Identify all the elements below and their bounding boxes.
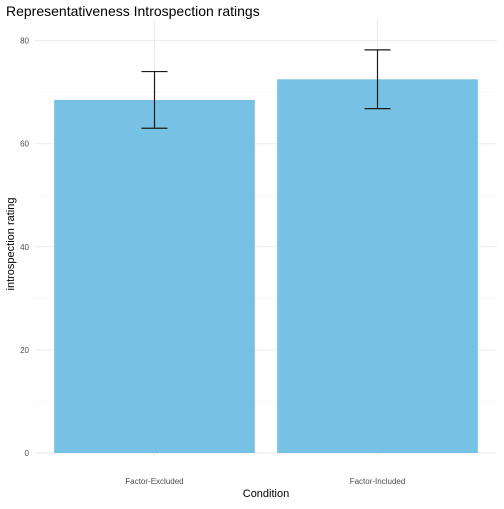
y-tick-label: 40 [20,243,29,252]
y-tick-label: 80 [20,37,29,46]
x-axis-title: Condition [243,488,289,500]
bars [54,79,478,454]
x-axis: Factor-Excluded Factor-Included [125,477,405,486]
x-tick-label: Factor-Included [350,477,406,486]
bar-factor-included [277,79,478,454]
y-axis: 0 20 40 60 80 [20,37,29,458]
chart-title: Representativeness Introspection ratings [6,3,260,19]
y-tick-label: 20 [20,346,29,355]
y-tick-label: 60 [20,140,29,149]
y-axis-title: introspection rating [5,198,17,291]
error-bars [141,49,391,129]
y-tick-label: 0 [25,449,30,458]
bar-factor-excluded [54,99,255,454]
x-tick-label: Factor-Excluded [125,477,183,486]
